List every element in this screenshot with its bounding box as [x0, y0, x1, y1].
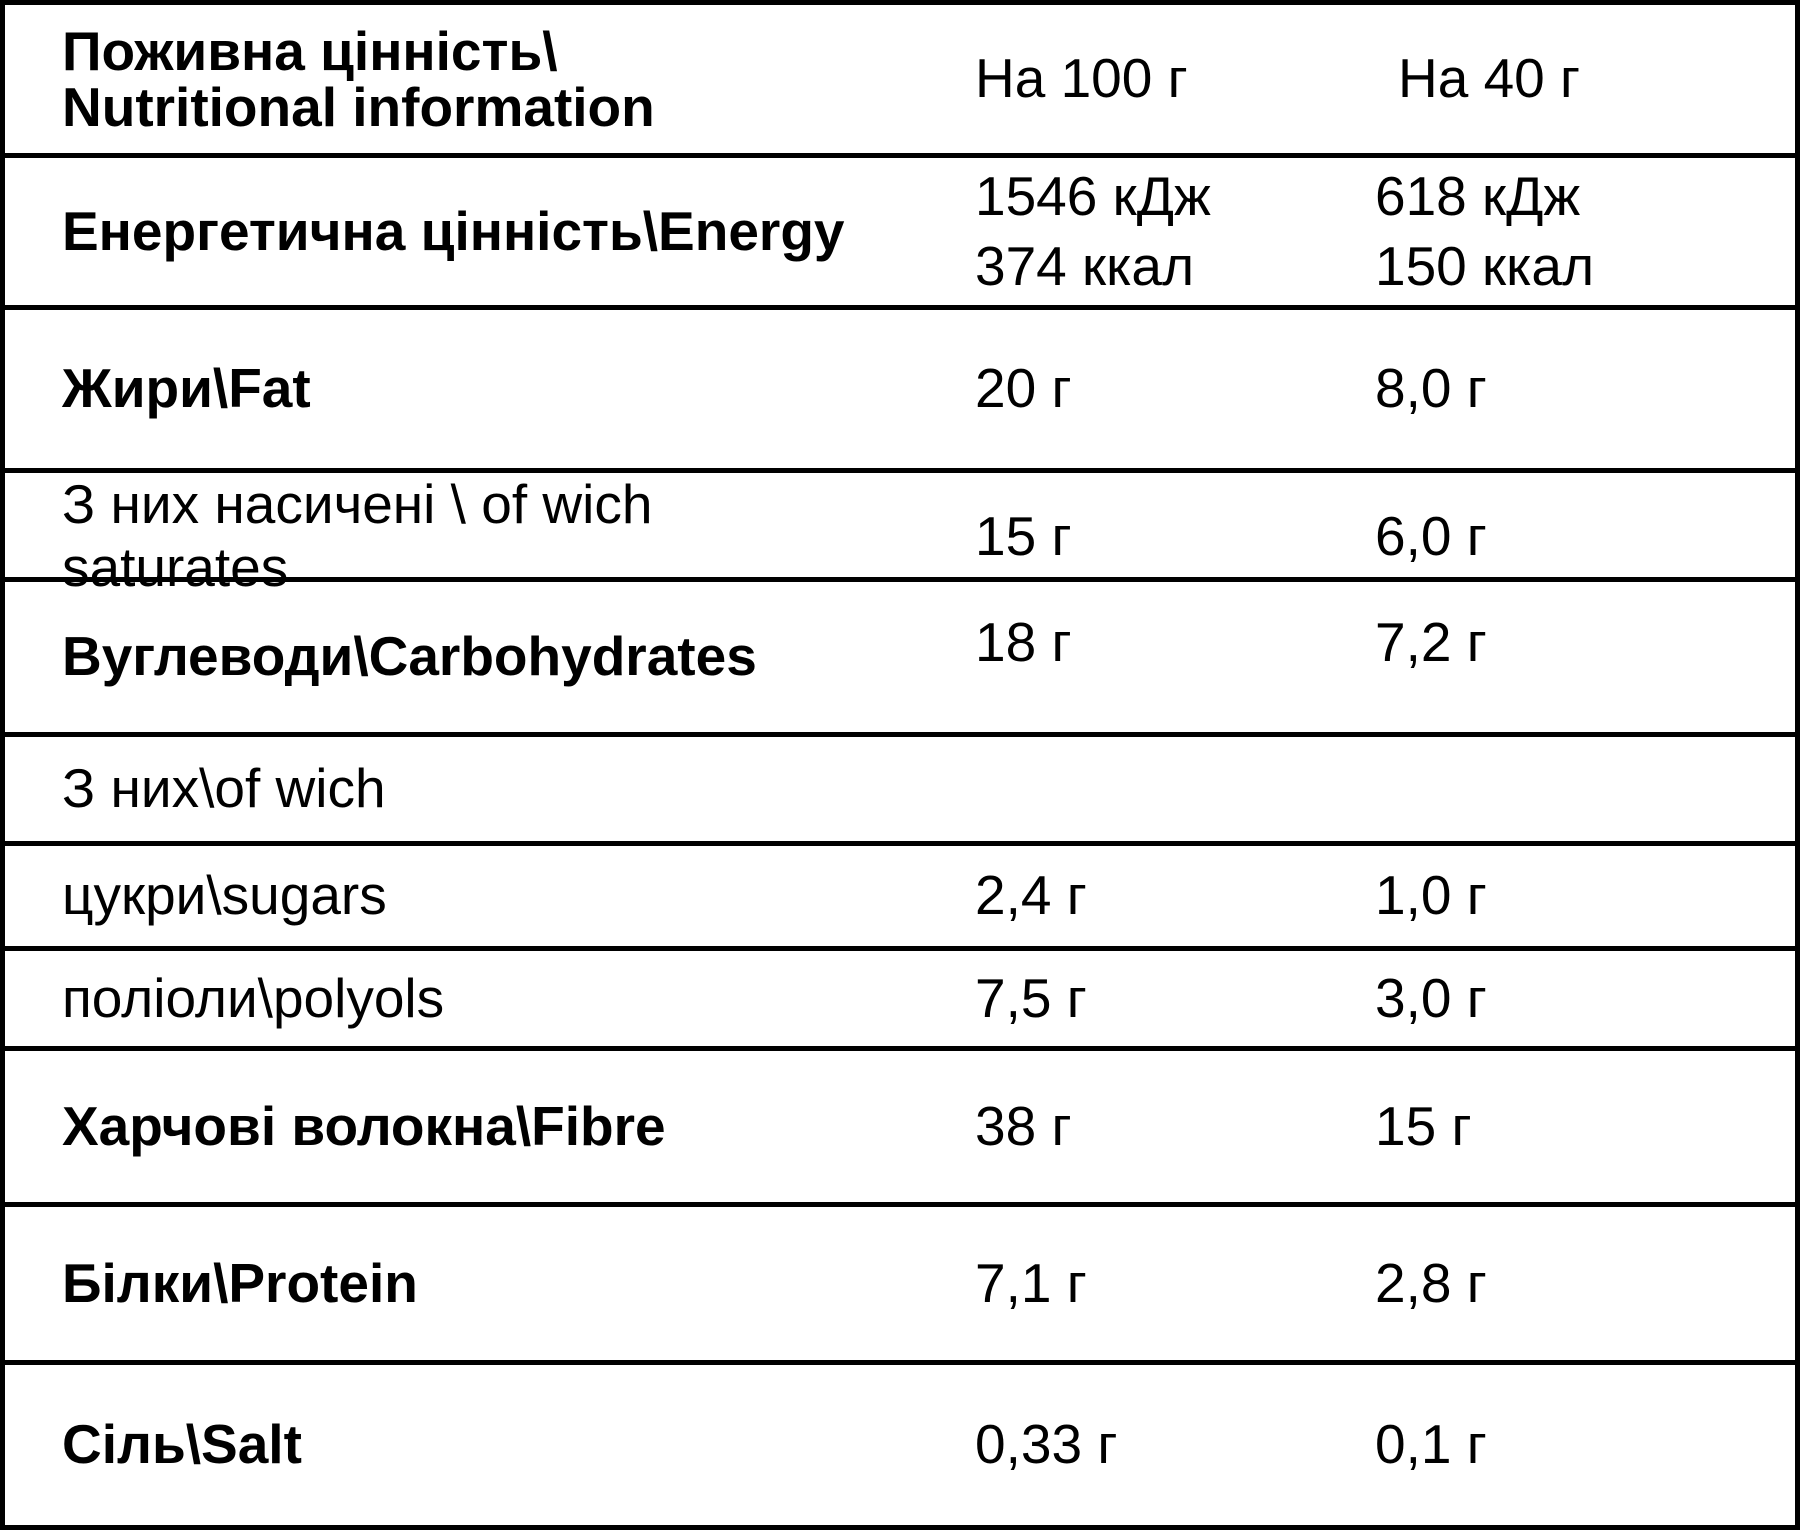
table-row-fat: Жири\Fat 20 г 8,0 г	[5, 310, 1795, 473]
row-label: Енергетична цінність\Energy	[62, 199, 845, 262]
row-label: З них\of wich	[62, 757, 386, 820]
value-per-100g: 7,5 г	[975, 966, 1087, 1029]
table-row-salt: Сіль\Salt 0,33 г 0,1 г	[5, 1365, 1795, 1525]
value-per-40g: 3,0 г	[1375, 966, 1487, 1029]
value-per-100g: 18 г	[975, 611, 1072, 674]
value-per-100g: 0,33 г	[975, 1413, 1118, 1476]
table-row-carbohydrates: Вуглеводи\Carbohydrates 18 г 7,2 г	[5, 582, 1795, 737]
value-per-40g: 2,8 г	[1375, 1251, 1487, 1314]
row-label: цукри\sugars	[62, 864, 387, 927]
value-per-100g: 38 г	[975, 1094, 1072, 1157]
table-row-sugars: цукри\sugars 2,4 г 1,0 г	[5, 846, 1795, 951]
table-row-polyols: поліоли\polyols 7,5 г 3,0 г	[5, 951, 1795, 1051]
row-label: Жири\Fat	[62, 357, 311, 420]
row-label: Сіль\Salt	[62, 1413, 302, 1476]
header-col-per-40g: На 40 г	[1398, 47, 1581, 110]
row-label: Білки\Protein	[62, 1251, 418, 1314]
table-row-protein: Білки\Protein 7,1 г 2,8 г	[5, 1207, 1795, 1365]
row-label: поліоли\polyols	[62, 966, 445, 1029]
value-per-100g: 20 г	[975, 357, 1072, 420]
value-per-40g: 0,1 г	[1375, 1413, 1487, 1476]
row-label: Харчові волокна\Fibre	[62, 1094, 666, 1157]
value-per-100g: 2,4 г	[975, 864, 1087, 927]
value-per-40g: 8,0 г	[1375, 357, 1487, 420]
value-per-100g: 7,1 г	[975, 1251, 1087, 1314]
table-header-row: Поживна цінність\ Nutritional informatio…	[5, 5, 1795, 158]
header-title: Поживна цінність\ Nutritional informatio…	[62, 19, 655, 138]
table-row-of-which: З них\of wich	[5, 737, 1795, 846]
table-row-fibre: Харчові волокна\Fibre 38 г 15 г	[5, 1051, 1795, 1207]
row-label: Вуглеводи\Carbohydrates	[62, 625, 757, 688]
value-per-40g: 15 г	[1375, 1094, 1472, 1157]
value-per-40g: 618 кДж 150 ккал	[1375, 165, 1595, 297]
table-row-energy: Енергетична цінність\Energy 1546 кДж 374…	[5, 158, 1795, 310]
value-per-100g: 1546 кДж 374 ккал	[975, 165, 1211, 297]
table-row-saturates: З них насичені \ of wich saturates 15 г …	[5, 473, 1795, 598]
value-per-40g: 1,0 г	[1375, 864, 1487, 927]
value-per-40g: 7,2 г	[1375, 611, 1487, 674]
value-per-40g: 6,0 г	[1375, 504, 1487, 567]
value-per-100g: 15 г	[975, 504, 1072, 567]
row-label: З них насичені \ of wich saturates	[62, 473, 653, 599]
header-col-per-100g: На 100 г	[975, 47, 1188, 110]
